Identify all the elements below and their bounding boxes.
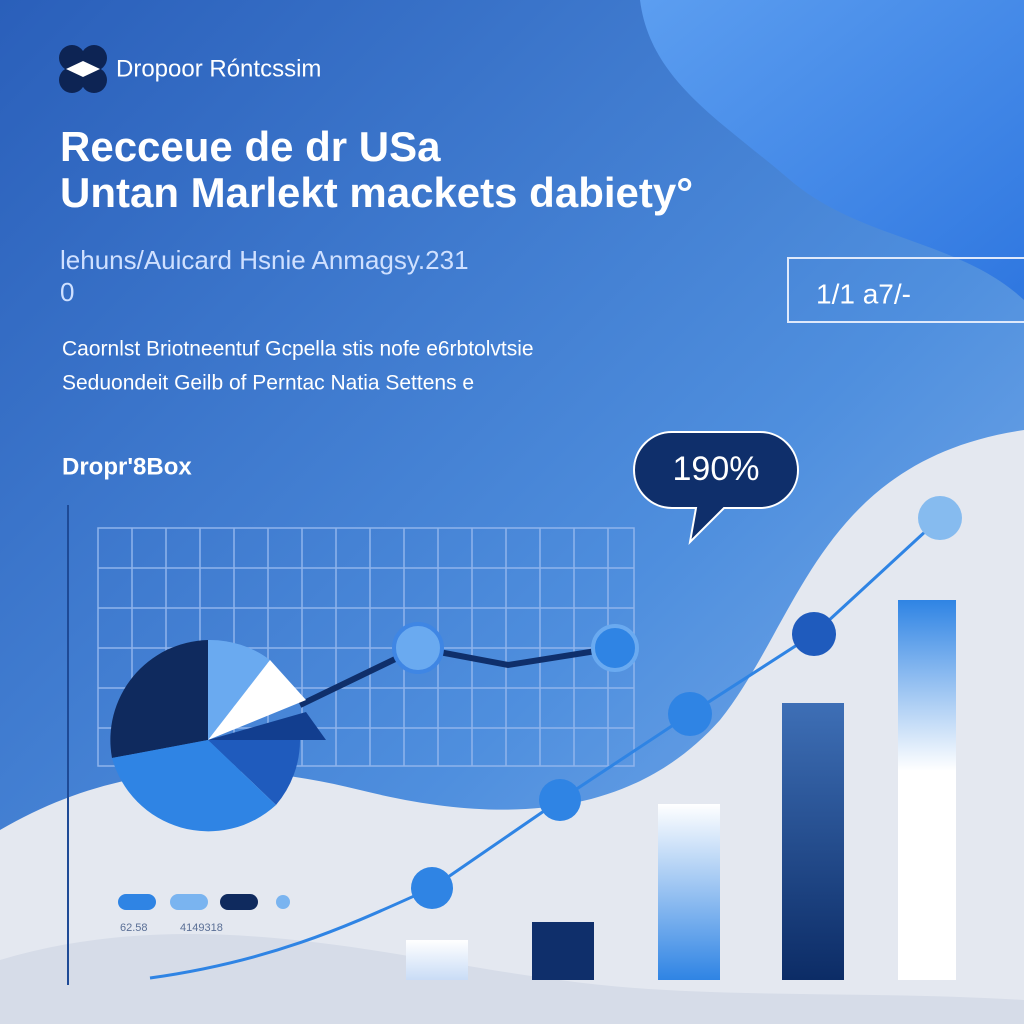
- description-line: Caornlst Briotneentuf Gcpella stis nofe …: [62, 338, 534, 361]
- bottom-wave: [0, 430, 1024, 1024]
- stat-box: [787, 257, 1024, 323]
- small-line-point: [392, 622, 444, 674]
- bar: [658, 804, 720, 980]
- legend: [118, 894, 290, 910]
- small-line: [298, 644, 616, 708]
- trend-point: [792, 612, 836, 656]
- corner-blob: [640, 0, 1024, 300]
- callout-bubble: [633, 431, 799, 545]
- subtitle-line: 0: [60, 277, 74, 307]
- trend-point: [918, 496, 962, 540]
- pie: [110, 639, 326, 832]
- bar: [406, 940, 468, 980]
- brand-name: Dropoor Róntcssim: [116, 55, 321, 82]
- description-line: Seduondeit Geilb of Perntac Natia Setten…: [62, 372, 474, 395]
- subtitle-line: lehuns/Auicard Hsnie Anmagsy.231: [60, 245, 469, 275]
- callout-value: 190%: [673, 450, 760, 488]
- title-line: Untan Marlekt mackets dabiety°: [60, 169, 693, 216]
- legend-label: 4149318: [180, 922, 223, 934]
- small-line-point: [591, 624, 639, 672]
- bar: [898, 600, 956, 980]
- bar: [532, 922, 594, 980]
- bar: [782, 703, 844, 980]
- legend-label: 62.58: [120, 922, 148, 934]
- trend-point: [411, 867, 453, 909]
- section-label: Dropr'8Box: [62, 453, 192, 480]
- stat-value: 1/1 a7/-: [816, 278, 911, 309]
- title-line: Recceue de dr USa: [60, 123, 441, 170]
- trend-point: [539, 779, 581, 821]
- trend-point: [668, 692, 712, 736]
- logo: [59, 45, 107, 93]
